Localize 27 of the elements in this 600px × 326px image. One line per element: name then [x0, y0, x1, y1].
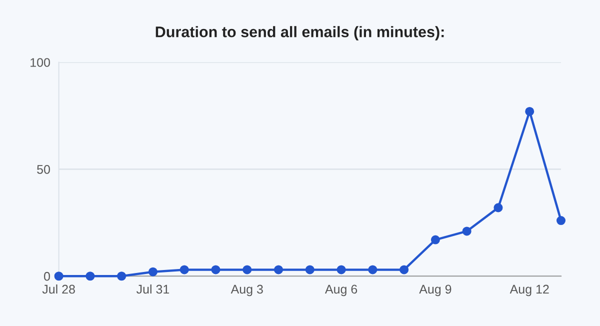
point — [430, 235, 440, 244]
point — [400, 265, 409, 274]
chart-title: Duration to send all emails (in minutes): — [156, 26, 444, 40]
point — [525, 106, 534, 116]
point — [148, 267, 158, 276]
point — [86, 272, 95, 281]
point — [305, 265, 314, 274]
point — [211, 265, 220, 274]
x-tick-label: Jul 28 — [42, 284, 75, 294]
y-tick-label: 0 — [44, 272, 50, 281]
x-tick-label: Aug 9 — [419, 284, 452, 296]
x-tick-label: Aug 12 — [510, 284, 549, 296]
y-tick-label: 100 — [30, 58, 50, 67]
point — [274, 265, 284, 274]
x-tick-label: Aug 6 — [324, 284, 358, 296]
x-tick-label: Jul 31 — [136, 284, 170, 294]
point — [117, 272, 126, 281]
point — [556, 216, 566, 226]
y-tick-label: 50 — [37, 164, 50, 174]
x-tick-label: Aug 3 — [230, 284, 263, 296]
point — [54, 272, 64, 281]
point — [180, 265, 189, 274]
point — [242, 265, 252, 274]
point — [336, 265, 346, 274]
point — [368, 265, 378, 274]
point — [462, 226, 472, 236]
point — [494, 203, 503, 212]
